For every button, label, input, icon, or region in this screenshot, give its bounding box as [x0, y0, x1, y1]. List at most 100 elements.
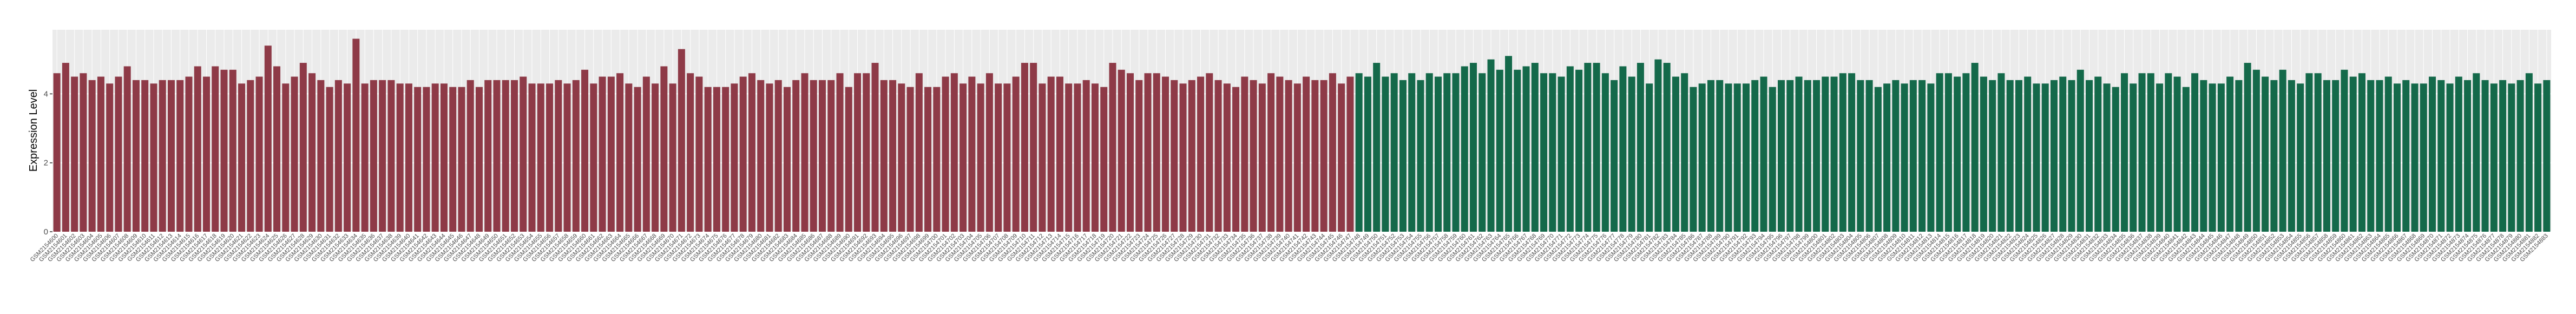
bar	[977, 83, 984, 232]
bar	[2314, 73, 2322, 232]
bar	[1267, 73, 1275, 232]
bar	[1487, 59, 1495, 232]
bar	[88, 80, 96, 232]
bar	[1865, 80, 1873, 232]
bar	[2086, 80, 2093, 232]
bar	[1443, 73, 1451, 232]
bar	[642, 76, 650, 232]
bar	[801, 73, 809, 232]
bar	[1276, 76, 1284, 232]
bar	[361, 83, 369, 232]
bar	[625, 83, 633, 232]
bar	[2499, 80, 2507, 232]
bar	[80, 73, 87, 232]
bar	[572, 80, 580, 232]
bar	[431, 83, 439, 232]
bar	[537, 83, 544, 232]
y-axis-title: Expression Level	[28, 89, 40, 172]
bar	[308, 73, 316, 232]
bar	[1355, 73, 1363, 232]
bar	[1725, 83, 1732, 232]
bar	[731, 83, 738, 232]
bar	[2437, 80, 2445, 232]
bar	[968, 76, 976, 232]
bar	[2121, 73, 2128, 232]
bar	[1461, 66, 1468, 232]
bar	[2209, 83, 2216, 232]
bar	[1065, 83, 1073, 232]
bar	[818, 80, 826, 232]
bar	[2156, 83, 2164, 232]
bar	[238, 83, 246, 232]
bar	[2138, 73, 2146, 232]
bar	[555, 80, 562, 232]
bar	[123, 66, 131, 232]
bar	[2024, 76, 2032, 232]
bar	[871, 63, 879, 232]
bar	[466, 80, 474, 232]
bar	[2420, 83, 2427, 232]
bar	[933, 87, 941, 232]
bar	[1514, 69, 1521, 232]
bar	[660, 66, 668, 232]
bar	[1698, 83, 1706, 232]
bar	[2279, 69, 2286, 232]
bar	[652, 83, 659, 232]
bar	[2103, 83, 2111, 232]
bar	[2147, 73, 2154, 232]
bar	[1373, 63, 1381, 232]
bar	[1382, 76, 1389, 232]
bar	[1566, 66, 1574, 232]
bar	[299, 63, 307, 232]
bar	[2200, 80, 2207, 232]
bar	[1628, 76, 1635, 232]
bar	[695, 76, 703, 232]
bar	[2059, 76, 2067, 232]
bar	[202, 76, 211, 232]
bar	[1285, 80, 1292, 232]
bar	[942, 76, 949, 232]
bar	[915, 73, 923, 232]
bar	[2130, 83, 2137, 232]
bar	[62, 63, 69, 232]
bar	[185, 76, 193, 232]
bar	[1434, 76, 1442, 232]
bar	[889, 80, 897, 232]
bar	[1707, 80, 1714, 232]
bar	[2015, 80, 2022, 232]
bar	[2376, 80, 2383, 232]
bar	[1320, 80, 1328, 232]
bar	[616, 73, 624, 232]
bar	[2384, 76, 2392, 232]
bar	[1144, 73, 1152, 232]
bar	[1813, 80, 1821, 232]
bar	[1003, 83, 1011, 232]
bar	[599, 76, 606, 232]
bar	[1223, 83, 1231, 232]
bar	[2508, 83, 2515, 232]
bar	[97, 76, 104, 232]
bar	[1927, 83, 1935, 232]
bar	[2094, 76, 2102, 232]
bar	[1126, 73, 1134, 232]
bar	[2173, 76, 2181, 232]
bar	[273, 66, 281, 232]
bar	[326, 87, 333, 232]
bar	[493, 80, 501, 232]
bar	[2446, 83, 2454, 232]
bar	[1549, 73, 1556, 232]
bar	[71, 76, 78, 232]
bar	[854, 73, 862, 232]
bar	[115, 76, 122, 232]
bar	[264, 45, 272, 232]
bar	[1760, 76, 1767, 232]
bar	[581, 69, 589, 232]
bar	[827, 80, 835, 232]
bar	[2455, 76, 2462, 232]
bar	[1971, 63, 1979, 232]
bar	[1584, 63, 1592, 232]
bar	[212, 66, 219, 232]
bar	[2288, 80, 2295, 232]
bar	[167, 80, 175, 232]
